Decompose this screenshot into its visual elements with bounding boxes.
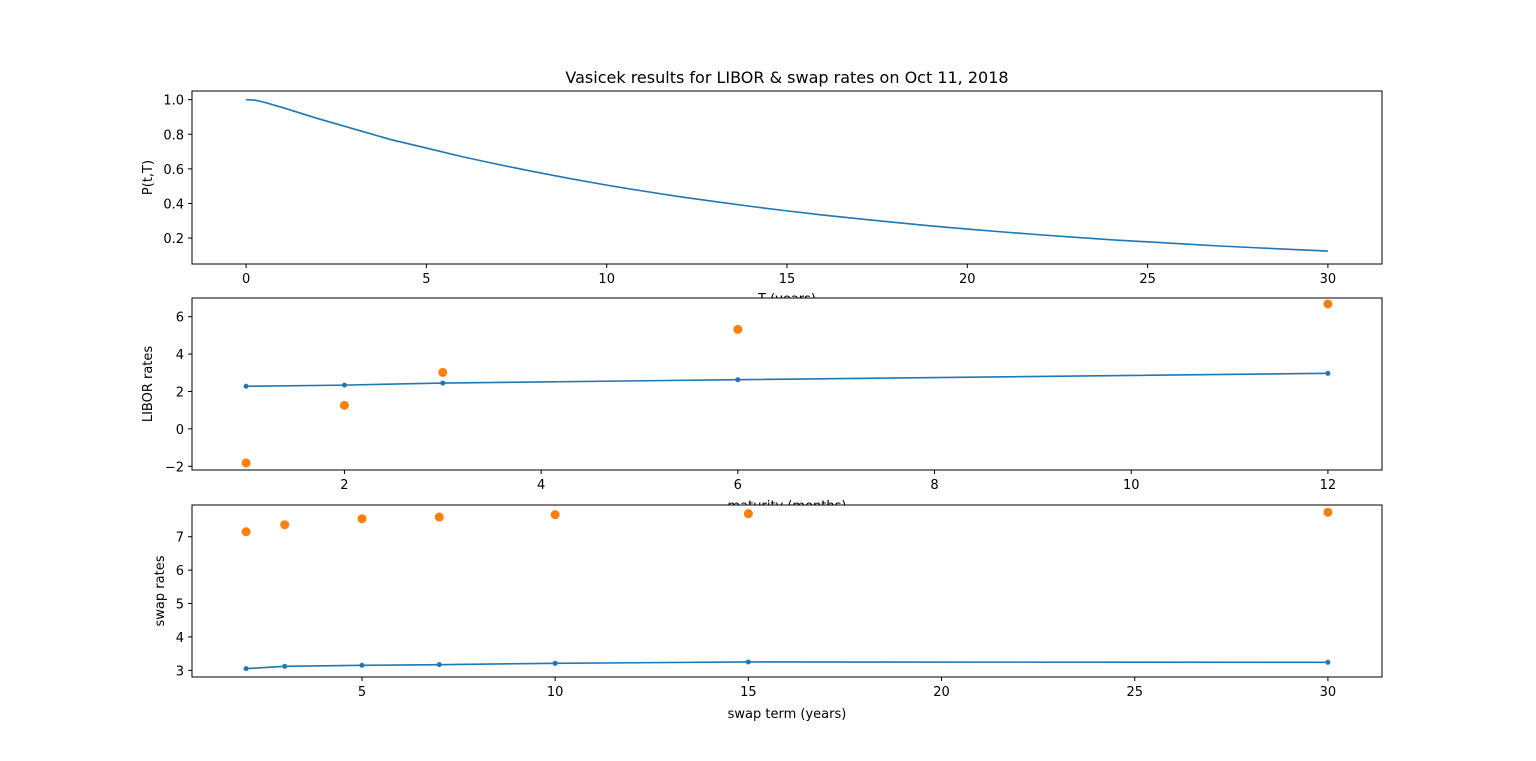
y-tick-label: 6 xyxy=(176,311,184,326)
y-tick-label: 4 xyxy=(176,348,184,363)
y-tick-label: 1.0 xyxy=(163,94,184,109)
market-point xyxy=(339,400,349,410)
market-point xyxy=(241,527,251,537)
series-2 xyxy=(241,507,1333,537)
x-tick-label: 25 xyxy=(1126,685,1143,700)
market-point xyxy=(743,509,753,519)
y-tick-label: 7 xyxy=(176,531,184,546)
series-line xyxy=(246,372,1328,388)
market-point xyxy=(733,324,743,334)
y-tick-label: 0.4 xyxy=(163,197,184,212)
x-tick-label: 15 xyxy=(740,685,757,700)
market-point xyxy=(1323,507,1333,517)
frame-mask xyxy=(192,298,1382,312)
x-tick-label: 30 xyxy=(1320,272,1337,287)
frame-mask xyxy=(192,505,1382,519)
x-tick-label: 12 xyxy=(1320,478,1337,493)
figure-title: Vasicek results for LIBOR & swap rates o… xyxy=(565,68,1008,87)
y-tick-label: 0.8 xyxy=(163,128,184,143)
market-point xyxy=(280,520,290,530)
axes-frame-3 xyxy=(191,504,1383,678)
market-point xyxy=(357,514,367,524)
x-tick-label: 25 xyxy=(1139,272,1156,287)
y-tick-label: 5 xyxy=(176,598,184,613)
x-tick-label: 15 xyxy=(779,272,796,287)
market-point xyxy=(438,367,448,377)
x-tick-label: 20 xyxy=(959,272,976,287)
market-point xyxy=(241,458,251,468)
x-tick-label: 8 xyxy=(930,478,938,493)
x-tick-label: 10 xyxy=(547,685,564,700)
x-tick-label: 5 xyxy=(358,685,366,700)
x-tick-label: 10 xyxy=(598,272,615,287)
plot-frame xyxy=(191,504,1383,678)
series-2 xyxy=(241,299,1333,468)
x-tick-label: 10 xyxy=(1123,478,1140,493)
series-line xyxy=(246,98,1328,252)
y-tick-label: 3 xyxy=(176,664,184,679)
y-tick-label: 0 xyxy=(176,423,184,438)
y-axis-label: LIBOR rates xyxy=(141,346,156,423)
x-tick-label: 6 xyxy=(734,478,742,493)
x-tick-label: 4 xyxy=(537,478,545,493)
y-axis-label: P(t,T) xyxy=(141,160,156,195)
plot-frame xyxy=(191,90,1383,265)
x-tick-label: 20 xyxy=(933,685,950,700)
axes-frame-1 xyxy=(191,90,1383,265)
y-tick-label: 6 xyxy=(176,564,184,579)
market-point xyxy=(434,512,444,522)
plot-frame xyxy=(191,297,1383,471)
series-1 xyxy=(243,370,1331,389)
x-tick-label: 5 xyxy=(422,272,430,287)
y-tick-label: 0.6 xyxy=(163,163,184,178)
x-tick-label: 30 xyxy=(1320,685,1337,700)
y-tick-label: 0.2 xyxy=(163,232,184,247)
x-tick-label: 0 xyxy=(242,272,250,287)
subplot-3: 5 10 15 20 25 30 3 4 5 6 7 swap term (years) swap ra… xyxy=(153,531,1336,722)
series-line xyxy=(246,661,1328,670)
y-tick-label: −2 xyxy=(165,460,184,475)
x-tick-label: 2 xyxy=(340,478,348,493)
axes-frame-2 xyxy=(191,297,1383,471)
y-tick-label: 4 xyxy=(176,631,184,646)
x-axis-label: swap term (years) xyxy=(728,707,847,722)
market-point xyxy=(550,510,560,520)
market-point xyxy=(1323,299,1333,309)
y-axis-label: swap rates xyxy=(153,555,168,626)
y-tick-label: 2 xyxy=(176,385,184,400)
